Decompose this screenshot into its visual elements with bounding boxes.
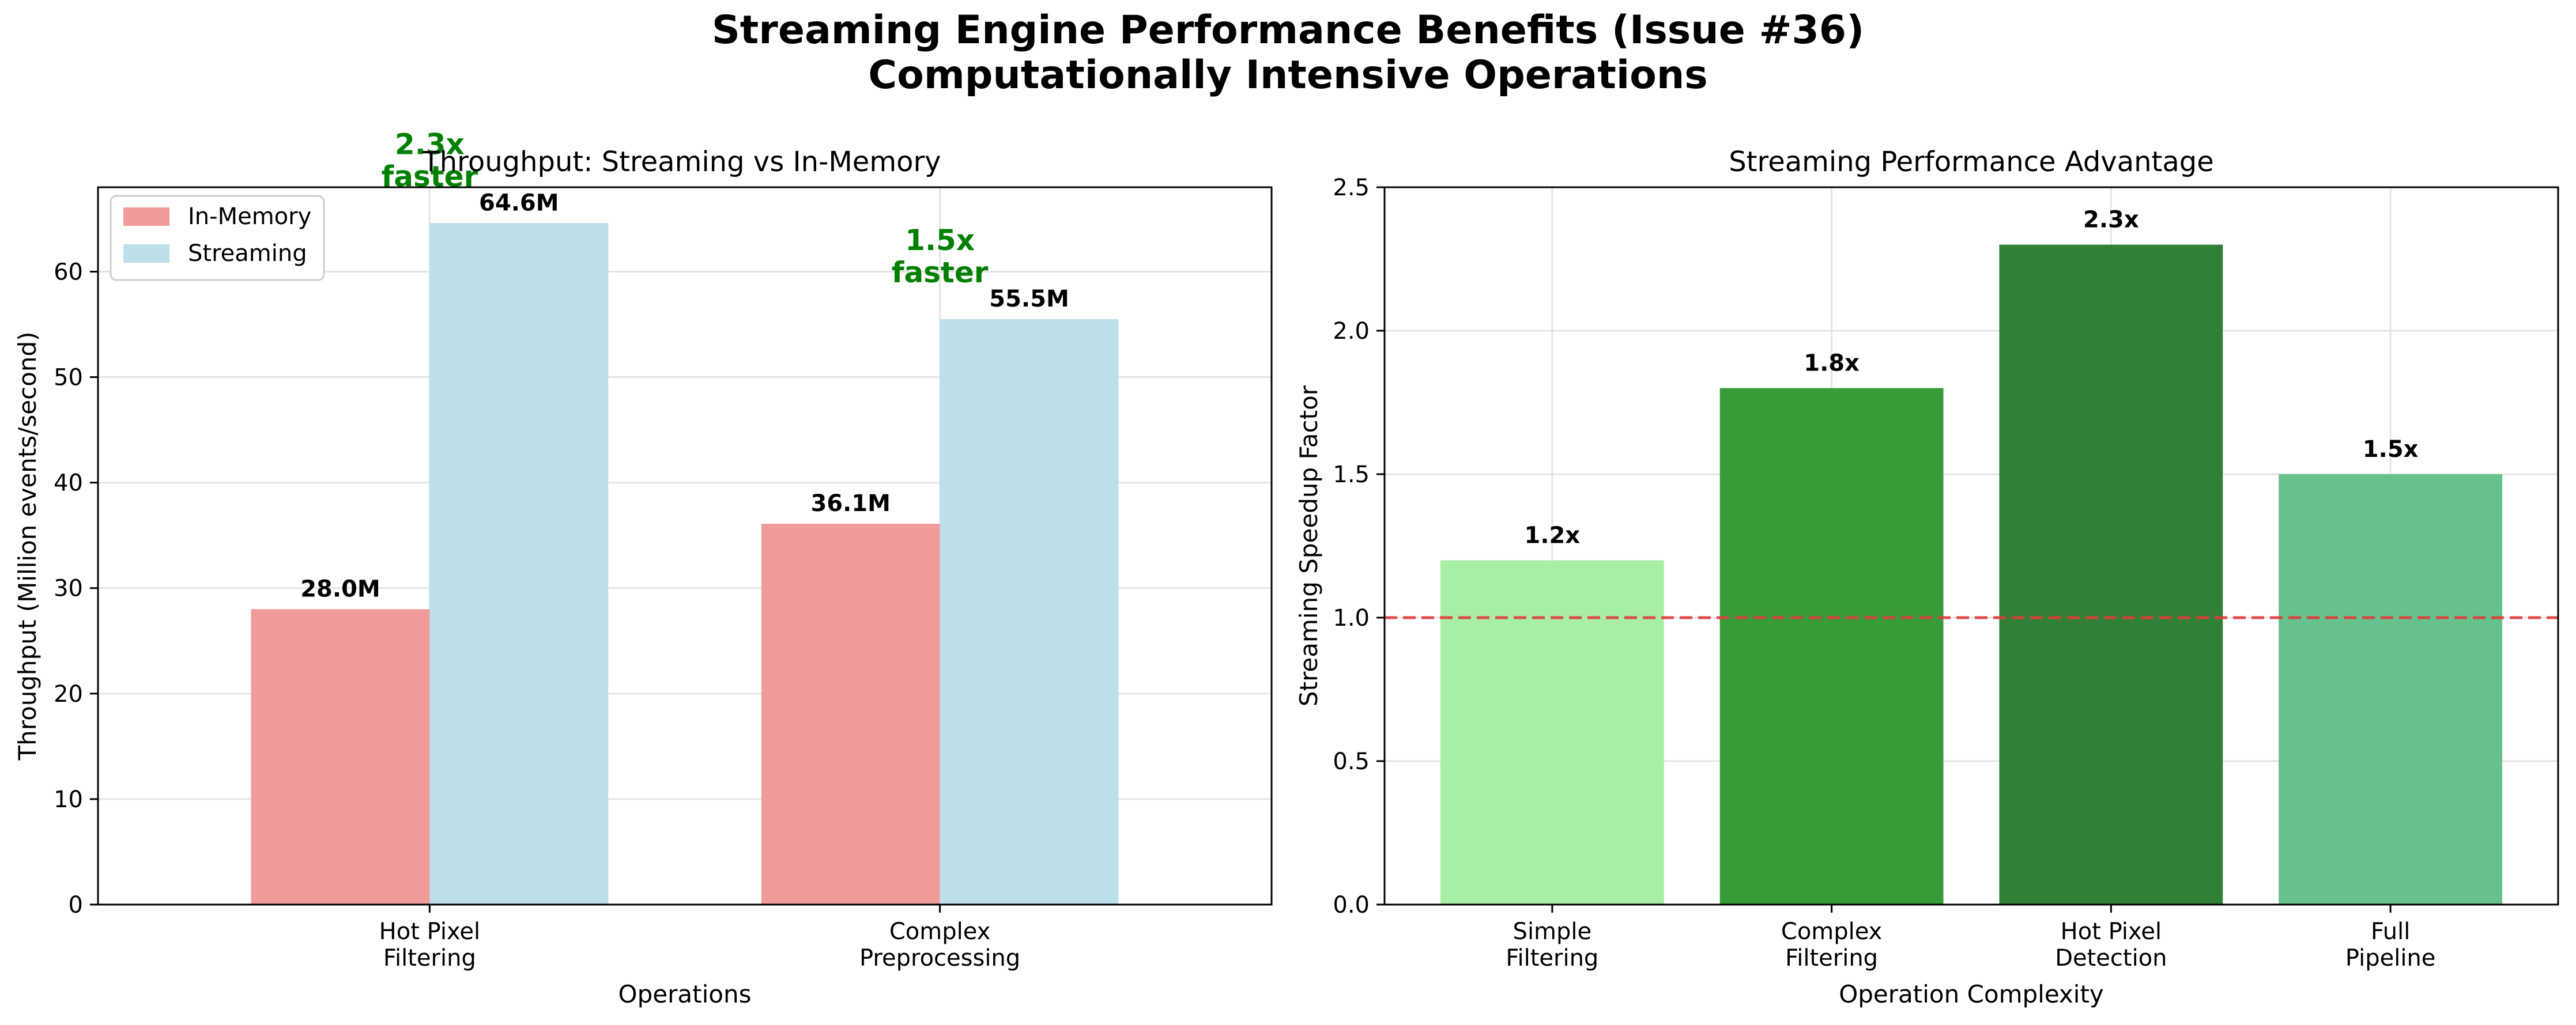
plot-frame-right — [1383, 186, 2559, 906]
speedup-bar — [1999, 244, 2223, 905]
in-memory-bar — [251, 609, 430, 905]
streaming-bar — [429, 223, 609, 905]
streaming-bar — [940, 319, 1119, 905]
y-axis-label: Throughput (Million events/second) — [13, 331, 42, 761]
y-tick-label: 2.5 — [1333, 175, 1370, 201]
bar-value-label: 1.5x — [2363, 436, 2419, 463]
y-tick-label: 20 — [54, 681, 83, 708]
speedup-bar — [2279, 474, 2503, 905]
x-tick-label: Simple Filtering — [1506, 918, 1598, 971]
y-tick-label: 0 — [69, 892, 83, 918]
figure-title-line-1: Streaming Engine Performance Benefits (I… — [711, 7, 1865, 53]
legend-swatch-streaming — [123, 244, 169, 263]
bar-value-label: 28.0M — [300, 576, 380, 602]
chart-title-speedup: Streaming Performance Advantage — [1729, 146, 2214, 178]
y-tick-label: 2.0 — [1333, 318, 1370, 345]
y-tick-label: 40 — [54, 470, 83, 497]
x-tick-label: Hot Pixel Filtering — [379, 918, 480, 971]
legend-label: In-Memory — [188, 203, 311, 230]
y-tick-label: 1.0 — [1333, 605, 1370, 631]
legend-swatch-in-memory — [123, 207, 169, 226]
x-tick-label: Full Pipeline — [2345, 918, 2436, 971]
y-tick-label: 60 — [54, 259, 83, 285]
chart-title-throughput: Throughput: Streaming vs In-Memory — [422, 146, 941, 178]
legend: In-Memory Streaming — [110, 195, 325, 281]
y-tick-label: 10 — [54, 786, 83, 813]
bar-value-label: 1.2x — [1525, 522, 1581, 549]
x-axis-label: Operation Complexity — [1839, 980, 2104, 1008]
speedup-bar — [1440, 560, 1664, 905]
bar-value-label: 55.5M — [989, 286, 1069, 312]
x-axis-label: Operations — [618, 980, 752, 1008]
x-tick-label: Complex Filtering — [1781, 918, 1882, 971]
legend-label: Streaming — [188, 240, 307, 267]
speedup-annotation: 1.5x faster — [892, 224, 989, 289]
x-tick-label: Complex Preprocessing — [859, 918, 1020, 971]
x-tick-label: Hot Pixel Detection — [2055, 918, 2167, 971]
bar-value-label: 36.1M — [810, 490, 891, 517]
y-tick-label: 30 — [54, 576, 83, 602]
bar-value-label: 64.6M — [479, 190, 559, 216]
figure-title-line-2: Computationally Intensive Operations — [868, 52, 1708, 98]
y-tick-label: 1.5 — [1333, 462, 1370, 488]
y-axis-label: Streaming Speedup Factor — [1295, 385, 1323, 706]
y-tick-label: 0.5 — [1333, 748, 1370, 775]
bar-value-label: 1.8x — [1804, 350, 1860, 377]
y-tick-label: 50 — [54, 365, 83, 391]
in-memory-bar — [761, 524, 940, 905]
bar-value-label: 2.3x — [2083, 207, 2139, 233]
figure-title: Streaming Engine Performance Benefits (I… — [0, 8, 2576, 98]
y-tick-label: 0.0 — [1333, 892, 1370, 918]
plot-frame-left — [97, 186, 1273, 906]
speedup-bar — [1719, 388, 1944, 905]
